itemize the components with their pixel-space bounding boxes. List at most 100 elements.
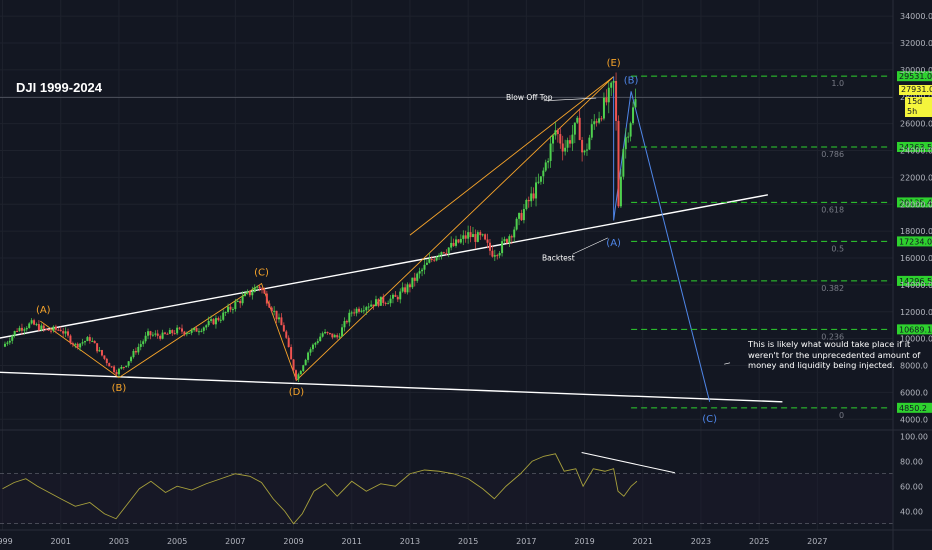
candle-body	[333, 335, 336, 338]
candle-body	[212, 319, 215, 325]
candle-body	[324, 331, 327, 334]
wave-label: (C)	[254, 267, 269, 278]
candle-body	[416, 273, 419, 281]
y-tick-label: 22000.0	[900, 173, 932, 182]
candle-body	[183, 331, 186, 335]
candle-body	[447, 247, 450, 254]
candle-body	[491, 250, 494, 257]
candle-body	[127, 361, 130, 366]
x-tick-label: 2027	[807, 537, 827, 546]
candle-body	[571, 134, 574, 144]
wave-label: (A)	[36, 305, 51, 316]
candle-body	[96, 343, 99, 352]
candle-body	[622, 149, 625, 177]
candle-body	[13, 331, 16, 336]
y-tick-label: 8000.0	[900, 362, 928, 371]
candle-body	[171, 330, 174, 334]
candle-body	[256, 286, 259, 288]
candle-body	[421, 269, 424, 272]
candle-body	[522, 209, 525, 221]
candle-body	[57, 329, 60, 331]
candle-body	[217, 318, 220, 321]
candle-body	[120, 366, 123, 369]
countdown-label: 15d 5h	[905, 97, 932, 117]
rsi-trendline	[581, 452, 676, 474]
candle-body	[503, 239, 506, 242]
annotation-arrow	[724, 362, 731, 365]
candle-body	[520, 213, 523, 221]
candle-body	[268, 303, 271, 308]
x-tick-label: 2009	[283, 537, 303, 546]
candle-body	[147, 331, 150, 336]
candle-body	[479, 232, 482, 236]
candle-body	[280, 317, 283, 326]
x-tick-label: 2021	[633, 537, 653, 546]
candle-body	[224, 311, 227, 313]
candle-body	[239, 300, 242, 304]
candle-body	[469, 232, 472, 238]
candle-body	[74, 343, 77, 345]
candle-body	[20, 327, 23, 331]
y-tick-label: 26000.0	[900, 120, 932, 129]
rsi-tick-label: 60.00	[900, 482, 923, 491]
candle-body	[88, 337, 91, 341]
candle-body	[445, 253, 448, 255]
candle-body	[69, 335, 72, 344]
fib-price-label: 24263.5	[899, 143, 932, 152]
wave-labels: (A)(B)(C)(D)(E)(B)(A)(C)	[36, 58, 717, 425]
candle-body	[406, 284, 409, 293]
candle-body	[498, 253, 501, 256]
grid	[0, 0, 893, 530]
candle-body	[134, 350, 137, 353]
candle-body	[277, 317, 280, 320]
candle-body	[624, 137, 627, 150]
candle-body	[178, 327, 181, 329]
candle-body	[391, 294, 394, 299]
candle-body	[265, 293, 268, 304]
fib-price-tag	[897, 324, 932, 335]
annotations: Blow Off Top Backtest	[506, 93, 731, 365]
candle-body	[358, 308, 361, 312]
candle-body	[396, 296, 399, 300]
candle-body	[459, 238, 462, 243]
candle-body	[47, 329, 50, 331]
candle-body	[471, 234, 474, 238]
candle-body	[40, 325, 43, 331]
candle-body	[176, 327, 179, 334]
candle-body	[530, 193, 533, 202]
candle-body	[552, 135, 555, 144]
candle-body	[234, 301, 237, 310]
channel-line	[0, 194, 768, 339]
candle-body	[166, 333, 169, 335]
candle-body	[518, 213, 521, 219]
candle-body	[433, 259, 436, 261]
candle-body	[401, 287, 404, 292]
candle-body	[253, 287, 256, 293]
candle-body	[86, 337, 89, 342]
candle-body	[428, 258, 431, 263]
candle-body	[23, 329, 26, 331]
candle-body	[578, 117, 581, 140]
candle-body	[195, 327, 198, 332]
candle-body	[607, 87, 610, 103]
candle-body	[595, 121, 598, 123]
wave-label: (B)	[112, 383, 127, 394]
fib-price-label: 14296.5	[899, 277, 932, 286]
candle-body	[67, 331, 70, 336]
y-tick-label: 18000.0	[900, 227, 932, 236]
candle-body	[559, 134, 562, 144]
candle-body	[11, 335, 14, 341]
candle-body	[493, 255, 496, 257]
candle-body	[496, 255, 499, 257]
rsi-line	[2, 453, 638, 525]
candle-body	[505, 239, 508, 243]
candle-body	[634, 99, 637, 108]
candle-body	[440, 252, 443, 255]
fib-ratio-label: 0.786	[821, 150, 844, 159]
wave-label: (B)	[624, 75, 639, 86]
candle-body	[515, 218, 518, 230]
candle-body	[100, 350, 103, 356]
candle-body	[180, 328, 183, 332]
